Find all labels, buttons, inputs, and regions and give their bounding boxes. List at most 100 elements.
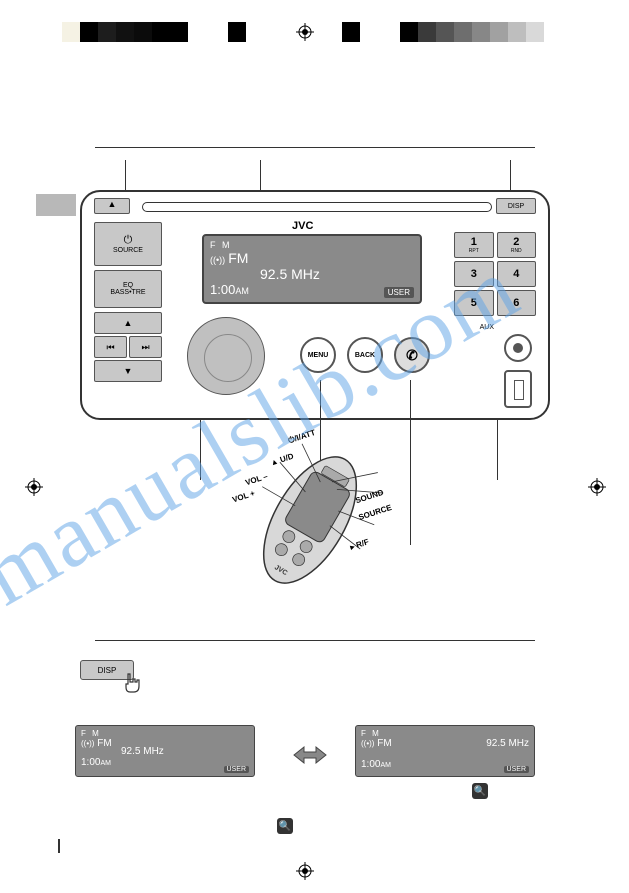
callout-line — [497, 420, 498, 480]
phone-icon: ✆ — [406, 347, 418, 364]
source-button[interactable]: ⏻ SOURCE — [94, 222, 162, 266]
color-swatch — [526, 22, 544, 42]
head-unit: ▲ DISP JVC ⏻ SOURCE EQ BASS•TRE ▲ ⏮ ⏭ ▼ … — [80, 190, 550, 420]
registration-mark-bottom — [296, 862, 314, 880]
user-badge: USER — [504, 766, 529, 773]
down-button[interactable]: ▼ — [94, 360, 162, 382]
signal-icon: ((•)) — [361, 739, 374, 748]
colorbar-right — [342, 22, 562, 42]
color-swatch — [472, 22, 490, 42]
phone-button[interactable]: ✆ — [394, 337, 430, 373]
band-indicator: F M — [210, 240, 414, 250]
color-swatch — [342, 22, 360, 42]
eject-button[interactable]: ▲ — [94, 198, 130, 214]
display-state-1: F M ((•)) FM 92.5 MHz 1:00AM USER — [75, 725, 255, 777]
frequency-value: 92.5 MHz — [121, 746, 164, 757]
main-display: F M ((•)) FM 92.5 MHz 1:00AM USER — [202, 234, 422, 304]
clock-ampm: AM — [235, 286, 249, 296]
section-rule-mid — [95, 640, 535, 641]
brand-logo: JVC — [292, 220, 313, 232]
preset-button-3[interactable]: 3 — [454, 261, 494, 287]
color-swatch — [98, 22, 116, 42]
preset-button-2[interactable]: 2RND — [497, 232, 537, 258]
up-button[interactable]: ▲ — [94, 312, 162, 334]
source-label: SOURCE — [113, 247, 143, 254]
color-swatch — [490, 22, 508, 42]
magnifier-icon: 🔍 — [472, 783, 488, 799]
frequency-value: 92.5 MHz — [260, 266, 320, 282]
menu-button[interactable]: MENU — [300, 337, 336, 373]
signal-icon: ((•)) — [81, 739, 94, 748]
toggle-arrow-icon — [290, 740, 330, 770]
band-text: FM — [97, 738, 111, 749]
color-swatch — [170, 22, 188, 42]
registration-mark-left — [25, 478, 43, 496]
signal-icon: ((•)) — [210, 255, 225, 265]
clock-ampm: AM — [380, 762, 391, 769]
color-swatch — [228, 22, 246, 42]
color-swatch — [360, 22, 400, 42]
left-button-column: ⏻ SOURCE EQ BASS•TRE ▲ ⏮ ⏭ ▼ — [94, 222, 162, 382]
preset-number: 1 — [455, 236, 493, 248]
remote-control: JVC ⏻/I/ATT ▲ U/D VOL – VOL + SOUND SOUR… — [210, 420, 410, 620]
control-dial[interactable] — [187, 317, 265, 395]
usb-port[interactable] — [504, 370, 532, 408]
color-swatch — [116, 22, 134, 42]
frequency-value: 92.5 MHz — [486, 738, 529, 749]
preset-button-4[interactable]: 4 — [497, 261, 537, 287]
preset-sublabel: RND — [498, 248, 536, 254]
band-indicator: F M — [81, 729, 249, 738]
bass-tre-label: BASS•TRE — [110, 289, 145, 296]
display-state-2: F M ((•)) FM 92.5 MHz 1:00AM USER — [355, 725, 535, 777]
arrow-pad: ▲ ⏮ ⏭ ▼ — [94, 312, 162, 382]
preset-number: 4 — [498, 268, 536, 280]
aux-input-jack[interactable] — [504, 334, 532, 362]
clock-ampm: AM — [100, 760, 111, 767]
clock-time: 1:00 — [210, 282, 235, 297]
callout-line — [200, 420, 201, 480]
next-button[interactable]: ⏭ — [129, 336, 162, 358]
color-swatch — [80, 22, 98, 42]
color-swatch — [62, 22, 80, 42]
clock-time: 1:00 — [81, 757, 100, 768]
registration-mark-right — [588, 478, 606, 496]
cd-slot[interactable] — [142, 202, 492, 212]
preset-sublabel: RPT — [455, 248, 493, 254]
preset-number: 6 — [498, 297, 536, 309]
color-swatch — [454, 22, 472, 42]
preset-button-6[interactable]: 6 — [497, 290, 537, 316]
prev-button[interactable]: ⏮ — [94, 336, 127, 358]
color-swatch — [152, 22, 170, 42]
color-swatch — [418, 22, 436, 42]
band-text: FM — [228, 250, 248, 266]
eq-label: EQ — [123, 282, 133, 289]
band-indicator: F M — [361, 729, 529, 738]
preset-number: 5 — [455, 297, 493, 309]
band-text: FM — [377, 738, 391, 749]
back-button[interactable]: BACK — [347, 337, 383, 373]
colorbar-left — [62, 22, 246, 42]
user-badge: USER — [384, 287, 414, 298]
page-tab — [36, 194, 76, 216]
power-icon: ⏻ — [124, 234, 133, 247]
color-swatch — [544, 22, 562, 42]
preset-number: 3 — [455, 268, 493, 280]
eq-button[interactable]: EQ BASS•TRE — [94, 270, 162, 308]
page-corner-mark — [58, 839, 60, 853]
registration-mark-top — [296, 23, 314, 41]
preset-button-5[interactable]: 5 — [454, 290, 494, 316]
user-badge: USER — [224, 766, 249, 773]
disp-button[interactable]: DISP — [496, 198, 536, 214]
section-rule-top — [95, 147, 535, 148]
magnifier-icon: 🔍 — [277, 818, 293, 834]
color-swatch — [400, 22, 418, 42]
preset-buttons: 1RPT2RND3456 — [454, 232, 536, 316]
color-swatch — [436, 22, 454, 42]
aux-label: AUX — [480, 324, 494, 331]
color-swatch — [134, 22, 152, 42]
preset-number: 2 — [498, 236, 536, 248]
preset-button-1[interactable]: 1RPT — [454, 232, 494, 258]
clock-time: 1:00 — [361, 759, 380, 770]
color-swatch — [508, 22, 526, 42]
color-swatch — [188, 22, 228, 42]
